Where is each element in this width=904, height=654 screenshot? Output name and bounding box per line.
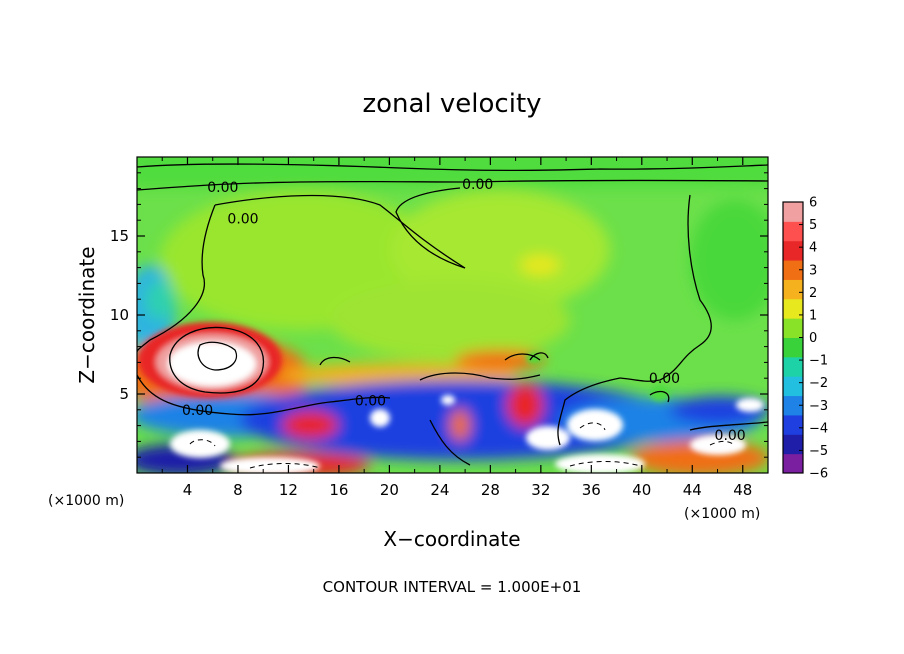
colorbar-tick-label: 0 (809, 331, 817, 346)
contour-lines (137, 163, 768, 466)
colorbar-segment (783, 376, 803, 397)
contour-interval-note: CONTOUR INTERVAL = 1.000E+01 (323, 578, 582, 596)
contour-label: 0.00 (462, 177, 493, 193)
x-tick-label: 48 (733, 481, 752, 499)
colorbar-tick-label: 1 (809, 308, 817, 323)
x-tick-label: 20 (380, 481, 399, 499)
y-tick-label: 15 (110, 227, 129, 245)
colorbar-segment (783, 318, 803, 338)
contour-label: 0.00 (715, 428, 746, 444)
colorbar-tick-label: 6 (809, 196, 817, 211)
contour-label: 0.00 (182, 403, 213, 419)
colorbar-tick-label: −1 (809, 354, 828, 369)
colorbar-segment (783, 395, 803, 416)
colorbar-tick-label: 4 (809, 241, 817, 256)
colorbar-segment (783, 279, 803, 300)
contour-label: 0.00 (227, 212, 258, 228)
colorbar-segment (783, 240, 803, 261)
x-unit-label: (×1000 m) (684, 506, 760, 522)
x-tick-label: 36 (582, 481, 601, 499)
colorbar-segment (783, 202, 803, 222)
x-tick-label: 12 (279, 481, 298, 499)
colorbar-segment (783, 434, 803, 455)
heatmap-field (137, 157, 768, 473)
colorbar-tick-label: −6 (809, 467, 828, 482)
colorbar-segment (783, 356, 803, 377)
y-unit-label: (×1000 m) (48, 493, 124, 509)
x-tick-label: 4 (183, 481, 193, 499)
x-axis-title: X−coordinate (383, 527, 520, 551)
colorbar-tick-label: 2 (809, 286, 817, 301)
chart-title: zonal velocity (362, 89, 541, 119)
colorbar-tick-label: 3 (809, 263, 817, 278)
x-tick-label: 32 (531, 481, 550, 499)
colorbar-tick-label: −2 (809, 376, 828, 391)
contour-label: 0.00 (207, 180, 238, 196)
colorbar-tick-label: −4 (809, 421, 828, 436)
colorbar: 6 5 4 3 2 1 0 −1 −2 −3 −4 −5 −6 (782, 196, 828, 482)
contour-label: 0.00 (355, 393, 386, 409)
y-tick-label: 10 (110, 306, 129, 324)
colorbar-tick-label: −5 (809, 444, 828, 459)
contour-label: 0.00 (649, 371, 680, 387)
contour-labels: 0.00 0.00 0.00 0.00 0.00 0.00 0.00 (182, 177, 746, 444)
x-tick-label: 44 (683, 481, 702, 499)
contour-lines-dashed (189, 422, 736, 469)
y-tick-label: 5 (119, 385, 129, 403)
colorbar-segment (783, 221, 803, 242)
y-axis: 5 10 15 (110, 172, 768, 458)
x-tick-label: 40 (632, 481, 651, 499)
x-tick-label: 28 (481, 481, 500, 499)
colorbar-tick-label: 5 (809, 218, 817, 233)
x-tick-label: 8 (233, 481, 243, 499)
colorbar-segment (783, 414, 803, 435)
x-tick-label: 16 (329, 481, 348, 499)
colorbar-segment (783, 337, 803, 358)
x-tick-label: 24 (430, 481, 449, 499)
colorbar-segment (783, 453, 803, 474)
colorbar-tick-label: −3 (809, 399, 828, 414)
colorbar-segment (783, 298, 803, 319)
y-axis-title: Z−coordinate (75, 246, 99, 383)
x-axis: 4 8 12 16 20 24 28 32 36 40 44 48 (161, 157, 752, 499)
colorbar-segment (783, 260, 803, 280)
